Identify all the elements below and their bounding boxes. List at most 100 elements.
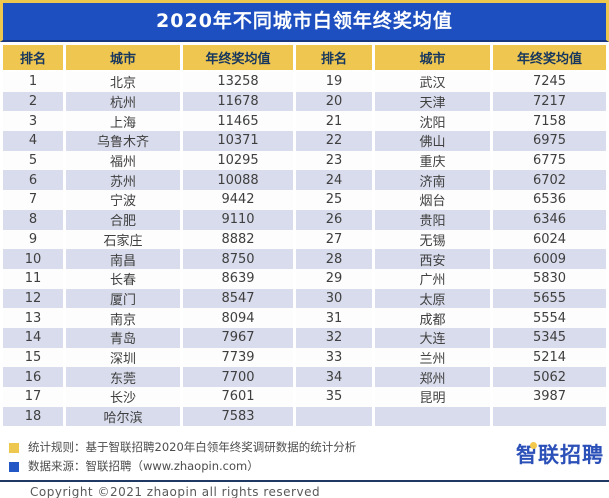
value-cell: 8094 — [183, 308, 293, 328]
value-cell: 8547 — [183, 288, 293, 309]
rank-cell: 8 — [3, 209, 63, 230]
rank-cell: 2 — [3, 91, 63, 112]
value-cell: 5655 — [493, 288, 606, 309]
rank-cell: 21 — [296, 111, 372, 132]
city-cell: 成都 — [375, 308, 490, 328]
value-cell — [493, 406, 606, 427]
city-cell: 贵阳 — [375, 209, 490, 230]
city-cell: 石家庄 — [66, 229, 180, 250]
city-cell: 宁波 — [66, 190, 180, 210]
table-row: 13 南京 8094 31 成都 5554 — [3, 308, 606, 328]
city-cell: 广州 — [375, 268, 490, 289]
table-row: 11 长春 8639 29 广州 5830 — [3, 268, 606, 289]
rank-cell: 20 — [296, 91, 372, 112]
city-cell: 北京 — [66, 72, 180, 92]
rank-cell: 3 — [3, 111, 63, 132]
table-row: 1 北京 13258 19 武汉 7245 — [3, 72, 606, 92]
legend-note-source: 数据来源：智联招聘（www.zhaopin.com） — [9, 460, 609, 473]
rank-cell: 35 — [296, 387, 372, 407]
rank-cell: 18 — [3, 406, 63, 427]
value-cell: 7158 — [493, 111, 606, 132]
value-cell: 11678 — [183, 91, 293, 112]
rank-cell: 22 — [296, 131, 372, 151]
city-cell: 深圳 — [66, 347, 180, 368]
city-cell: 长春 — [66, 268, 180, 289]
table-row: 6 苏州 10088 24 济南 6702 — [3, 170, 606, 191]
city-cell: 东莞 — [66, 367, 180, 387]
city-cell: 昆明 — [375, 387, 490, 407]
city-cell: 无锡 — [375, 229, 490, 250]
city-cell: 青岛 — [66, 327, 180, 348]
value-cell: 7245 — [493, 72, 606, 92]
city-cell: 天津 — [375, 91, 490, 112]
table-row: 14 青岛 7967 32 大连 5345 — [3, 327, 606, 348]
value-cell: 6975 — [493, 131, 606, 151]
legend-note-rules: 统计规则：基于智联招聘2020年白领年终奖调研数据的统计分析 — [9, 441, 609, 454]
value-cell: 7739 — [183, 347, 293, 368]
value-cell: 9442 — [183, 190, 293, 210]
city-cell: 杭州 — [66, 91, 180, 112]
rank-cell: 6 — [3, 170, 63, 191]
header-rank-left: 排名 — [3, 45, 63, 72]
value-cell: 8882 — [183, 229, 293, 250]
footer-divider — [0, 480, 609, 482]
table-row: 15 深圳 7739 33 兰州 5214 — [3, 347, 606, 368]
table-header-row: 排名 城市 年终奖均值 排名 城市 年终奖均值 — [3, 45, 606, 72]
table-row: 5 福州 10295 23 重庆 6775 — [3, 150, 606, 171]
value-cell: 7601 — [183, 387, 293, 407]
logo-dot-icon — [530, 442, 537, 449]
rank-cell: 14 — [3, 327, 63, 348]
value-cell: 5062 — [493, 367, 606, 387]
rank-cell: 26 — [296, 209, 372, 230]
page-title: 2020年不同城市白领年终奖均值 — [0, 0, 609, 42]
footer: 统计规则：基于智联招聘2020年白领年终奖调研数据的统计分析 数据来源：智联招聘… — [0, 441, 609, 498]
city-cell: 大连 — [375, 327, 490, 348]
city-cell: 南京 — [66, 308, 180, 328]
rank-cell: 30 — [296, 288, 372, 309]
city-cell: 烟台 — [375, 190, 490, 210]
city-cell: 厦门 — [66, 288, 180, 309]
city-cell: 福州 — [66, 150, 180, 171]
rank-cell: 25 — [296, 190, 372, 210]
value-cell: 7217 — [493, 91, 606, 112]
value-cell: 10088 — [183, 170, 293, 191]
table-row: 10 南昌 8750 28 西安 6009 — [3, 249, 606, 269]
value-cell: 11465 — [183, 111, 293, 132]
city-cell: 苏州 — [66, 170, 180, 191]
header-city-left: 城市 — [66, 45, 180, 72]
rank-cell: 7 — [3, 190, 63, 210]
city-cell: 太原 — [375, 288, 490, 309]
city-cell: 兰州 — [375, 347, 490, 368]
zhaopin-logo: 智联招聘 — [516, 442, 604, 467]
rank-cell: 5 — [3, 150, 63, 171]
city-cell — [375, 406, 490, 427]
rank-cell: 33 — [296, 347, 372, 368]
value-cell: 10295 — [183, 150, 293, 171]
value-cell: 6536 — [493, 190, 606, 210]
table-row: 2 杭州 11678 20 天津 7217 — [3, 91, 606, 112]
rank-cell: 15 — [3, 347, 63, 368]
copyright-text: Copyright ©2021 zhaopin all rights reser… — [30, 485, 321, 498]
header-value-left: 年终奖均值 — [183, 45, 293, 72]
value-cell: 6024 — [493, 229, 606, 250]
city-cell: 上海 — [66, 111, 180, 132]
rank-cell: 24 — [296, 170, 372, 191]
city-cell: 武汉 — [375, 72, 490, 92]
table-row: 7 宁波 9442 25 烟台 6536 — [3, 190, 606, 210]
rank-cell: 13 — [3, 308, 63, 328]
rank-cell: 10 — [3, 249, 63, 269]
city-cell: 南昌 — [66, 249, 180, 269]
city-cell: 济南 — [375, 170, 490, 191]
value-cell: 7583 — [183, 406, 293, 427]
rank-cell: 29 — [296, 268, 372, 289]
blue-legend-swatch-icon — [9, 461, 19, 472]
value-cell: 8639 — [183, 268, 293, 289]
table-row: 3 上海 11465 21 沈阳 7158 — [3, 111, 606, 132]
value-cell: 13258 — [183, 72, 293, 92]
rank-cell: 4 — [3, 131, 63, 151]
rank-cell: 23 — [296, 150, 372, 171]
value-cell: 9110 — [183, 209, 293, 230]
rank-cell — [296, 406, 372, 427]
city-cell: 哈尔滨 — [66, 406, 180, 427]
table-row: 4 乌鲁木齐 10371 22 佛山 6975 — [3, 131, 606, 151]
